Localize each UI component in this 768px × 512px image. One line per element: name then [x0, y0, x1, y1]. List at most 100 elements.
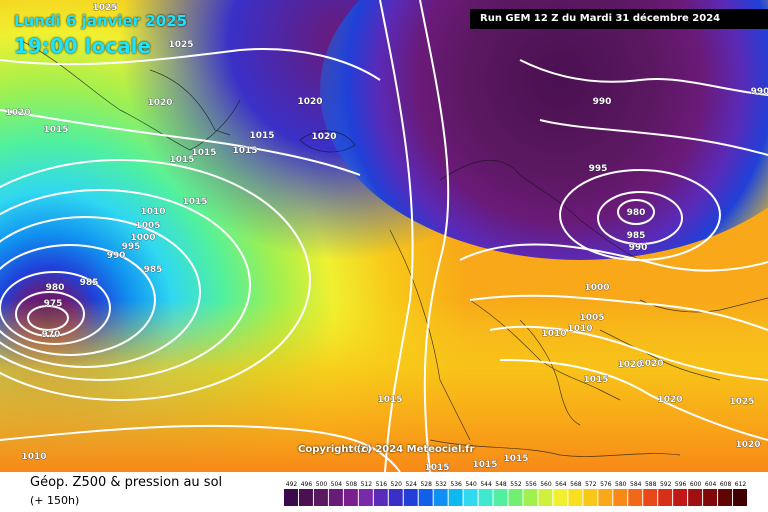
isobar-label: 995	[122, 242, 141, 252]
isobar-label: 990	[593, 97, 612, 107]
scale-tick-label: 520	[391, 481, 403, 488]
isobar-label: 1020	[657, 395, 682, 405]
scale-swatch	[418, 489, 433, 506]
scale-swatch	[343, 489, 358, 506]
scale-swatch	[358, 489, 373, 506]
scale-swatch	[463, 489, 478, 506]
scale-tick-label: 608	[720, 481, 732, 488]
isobar-label: 1020	[617, 360, 642, 370]
isobar-label: 1010	[140, 207, 165, 217]
isobar-label: 1020	[5, 108, 30, 118]
scale-swatch	[523, 489, 538, 506]
isobar-label: 985	[627, 231, 646, 241]
scale-tick-label: 544	[480, 481, 492, 488]
isobar-label: 1020	[638, 359, 663, 369]
scale-swatch	[328, 489, 343, 506]
isobar-label: 990	[629, 243, 648, 253]
scale-tick-label: 612	[735, 481, 747, 488]
scale-swatch	[688, 489, 703, 506]
z500-color-scale: 492 496 500 504 508 512 516 520 524 528 532 536 540 5…	[284, 481, 747, 506]
scale-swatch	[448, 489, 463, 506]
scale-tick-label: 540	[465, 481, 477, 488]
scale-swatch	[643, 489, 658, 506]
scale-swatch	[478, 489, 493, 506]
scale-swatch	[508, 489, 523, 506]
isobar-label: 995	[589, 164, 608, 174]
scale-swatch	[493, 489, 508, 506]
isobar-lines	[0, 0, 768, 472]
isobar-label: 1020	[311, 132, 336, 142]
scale-tick-label: 552	[510, 481, 522, 488]
scale-tick-label: 536	[450, 481, 462, 488]
scale-swatch	[568, 489, 583, 506]
isobar-label: 1010	[541, 329, 566, 339]
scale-tick-label: 528	[420, 481, 432, 488]
scale-swatch	[658, 489, 673, 506]
scale-tick-label: 564	[555, 481, 567, 488]
isobar-label: 1020	[297, 97, 322, 107]
scale-swatch	[284, 489, 298, 506]
isobar-label: 1015	[472, 460, 497, 470]
isobar-label: 980	[46, 283, 65, 293]
scale-tick-label: 600	[690, 481, 702, 488]
scale-tick-label: 548	[495, 481, 507, 488]
scale-tick-label: 584	[630, 481, 642, 488]
isobar-label: 975	[44, 299, 63, 309]
scale-tick-label: 496	[301, 481, 313, 488]
isobar-label: 1015	[191, 148, 216, 158]
map-title: Géop. Z500 & pression au sol	[30, 475, 223, 490]
scale-tick-label: 568	[570, 481, 582, 488]
forecast-lead-time: (+ 150h)	[30, 494, 80, 507]
scale-swatch	[373, 489, 388, 506]
isobar-label: 985	[144, 265, 163, 275]
scale-swatch	[598, 489, 613, 506]
isobar-label: 980	[627, 208, 646, 218]
isobar-label: 1010	[21, 452, 46, 462]
scale-tick-label: 604	[705, 481, 717, 488]
scale-tick-label: 572	[585, 481, 597, 488]
isobar-label: 970	[42, 330, 61, 340]
scale-swatch	[433, 489, 448, 506]
scale-swatch	[313, 489, 328, 506]
scale-swatch	[583, 489, 598, 506]
scale-swatch	[718, 489, 733, 506]
isobar-label: 990	[107, 251, 126, 261]
isobar-label: 1020	[735, 440, 760, 450]
isobar-label: 1020	[147, 98, 172, 108]
isobar-label: 1015	[182, 197, 207, 207]
scale-swatch	[733, 489, 747, 506]
scale-tick-label: 500	[316, 481, 328, 488]
scale-tick-label: 492	[286, 481, 298, 488]
scale-tick-label: 504	[331, 481, 343, 488]
isobar-label: 1015	[424, 463, 449, 472]
warm-south-field	[0, 300, 768, 472]
scale-swatch	[298, 489, 313, 506]
scale-swatch	[673, 489, 688, 506]
isobar-label: 1015	[583, 375, 608, 385]
scale-swatch	[628, 489, 643, 506]
scale-tick-label: 556	[525, 481, 537, 488]
forecast-time: 19:00 locale	[14, 34, 151, 58]
scale-swatch	[403, 489, 418, 506]
model-run-label: Run GEM 12 Z du Mardi 31 décembre 2024	[470, 9, 768, 29]
isobar-label: 1010	[567, 324, 592, 334]
isobar-label: 1015	[169, 155, 194, 165]
scale-tick-label: 596	[675, 481, 687, 488]
scale-swatch	[553, 489, 568, 506]
isobar-label: 990	[751, 87, 768, 97]
isobar-label: 1015	[43, 125, 68, 135]
isobar-label: 1015	[503, 454, 528, 464]
isobar-label: 1015	[377, 395, 402, 405]
scale-swatch	[388, 489, 403, 506]
isobar-label: 1020	[347, 445, 372, 455]
scale-tick-label: 580	[615, 481, 627, 488]
scale-tick-label: 524	[405, 481, 417, 488]
isobar-label: 1025	[168, 40, 193, 50]
forecast-date: Lundi 6 janvier 2025	[14, 12, 188, 30]
isobar-label: 1000	[130, 233, 155, 243]
scale-tick-label: 508	[346, 481, 358, 488]
scale-swatch	[613, 489, 628, 506]
isobar-label: 1005	[579, 313, 604, 323]
